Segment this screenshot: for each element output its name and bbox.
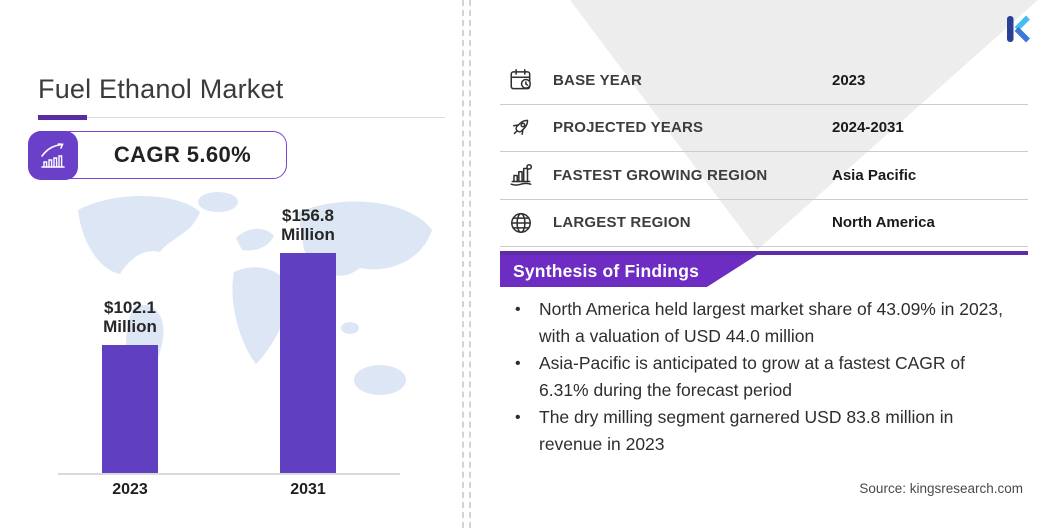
chart-baseline	[58, 473, 400, 475]
key-facts-table: BASE YEAR 2023 PROJECTED YEARS 2024-2031	[500, 57, 1028, 247]
cagr-badge: CAGR 5.60%	[28, 131, 287, 180]
page-title: Fuel Ethanol Market	[38, 74, 284, 104]
fact-row-projected-years: PROJECTED YEARS 2024-2031	[500, 105, 1028, 152]
brand-logo-k	[1007, 15, 1030, 43]
fact-value: North America	[832, 214, 935, 232]
rocket-icon	[512, 119, 529, 135]
calendar-icon	[510, 69, 531, 90]
fact-value: 2024-2031	[832, 119, 904, 137]
title-underline	[38, 117, 445, 118]
finding-item: The dry milling segment garnered USD 83.…	[505, 404, 1017, 458]
fact-label: LARGEST REGION	[553, 214, 691, 232]
city-growth-icon	[510, 164, 533, 187]
bar-column-2031: $156.8 Million	[248, 190, 368, 473]
title-underline-accent	[38, 115, 87, 120]
findings-banner: Synthesis of Findings	[500, 255, 757, 287]
source-attribution: Source: kingsresearch.com	[859, 481, 1023, 496]
findings-list: North America held largest market share …	[505, 296, 1017, 458]
dashed-divider-right	[469, 0, 471, 528]
cagr-icon-box	[28, 131, 78, 180]
findings-banner-title: Synthesis of Findings	[513, 260, 700, 281]
fact-row-base-year: BASE YEAR 2023	[500, 57, 1028, 105]
findings-top-rule	[500, 251, 1028, 255]
axis-label-2023: 2023	[112, 481, 148, 498]
bar-2031	[280, 253, 336, 473]
bar-2023	[102, 345, 158, 473]
globe-icon	[511, 212, 531, 233]
fact-row-fastest-growing-region: FASTEST GROWING REGION Asia Pacific	[500, 152, 1028, 200]
fact-value: Asia Pacific	[832, 166, 917, 184]
axis-label-2031: 2031	[290, 481, 326, 498]
finding-item: Asia-Pacific is anticipated to grow at a…	[505, 350, 1017, 404]
fact-label: PROJECTED YEARS	[553, 119, 704, 137]
bar-value-label-2031: $156.8 Million	[281, 206, 335, 244]
fact-row-largest-region: LARGEST REGION North America	[500, 200, 1028, 247]
growth-chart-icon	[41, 142, 65, 168]
fact-label: FASTEST GROWING REGION	[553, 166, 768, 184]
cagr-label: CAGR 5.60%	[113, 142, 252, 167]
bar-column-2023: $102.1 Million	[70, 190, 190, 473]
finding-item: North America held largest market share …	[505, 296, 1017, 350]
bar-value-label-2023: $102.1 Million	[103, 298, 157, 336]
fact-label: BASE YEAR	[553, 71, 643, 89]
fact-value: 2023	[832, 71, 866, 89]
dashed-divider-left	[462, 0, 464, 528]
bar-chart: $102.1 Million $156.8 Million 2023 2031	[0, 185, 460, 515]
